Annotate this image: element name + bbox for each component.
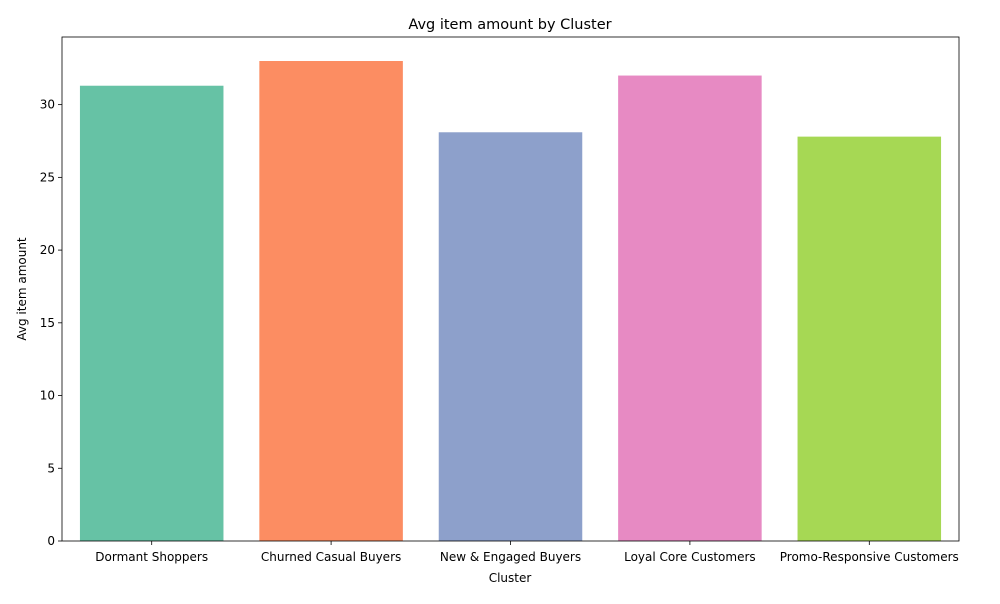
plot-frame	[61, 36, 960, 542]
y-tick-label: 5	[47, 461, 55, 475]
x-tick-label: Churned Casual Buyers	[261, 550, 401, 564]
y-tick-label: 30	[40, 98, 55, 112]
bars-layer	[79, 61, 942, 542]
y-axis: 0 5 10 15 20 25 30	[40, 98, 62, 548]
y-axis-title: Avg item amount	[15, 237, 29, 341]
x-axis-title: Cluster	[489, 571, 532, 585]
bar-4	[618, 75, 762, 541]
bar-2	[259, 61, 403, 541]
y-tick-label: 10	[40, 389, 55, 403]
x-axis: Dormant Shoppers Churned Casual Buyers New…	[95, 541, 959, 564]
x-tick-label: Dormant Shoppers	[95, 550, 208, 564]
bar-1	[79, 85, 224, 542]
x-tick-label: Promo-Responsive Customers	[780, 550, 959, 564]
y-tick-label: 0	[47, 534, 55, 548]
x-tick-label: New & Engaged Buyers	[440, 550, 581, 564]
y-tick-label: 15	[40, 316, 55, 330]
x-tick-label: Loyal Core Customers	[624, 550, 756, 564]
y-tick-label: 20	[40, 243, 55, 257]
y-tick-label: 25	[40, 170, 55, 184]
bar-5	[797, 136, 942, 542]
bar-3	[438, 132, 583, 542]
chart-title: Avg item amount by Cluster	[408, 17, 611, 33]
